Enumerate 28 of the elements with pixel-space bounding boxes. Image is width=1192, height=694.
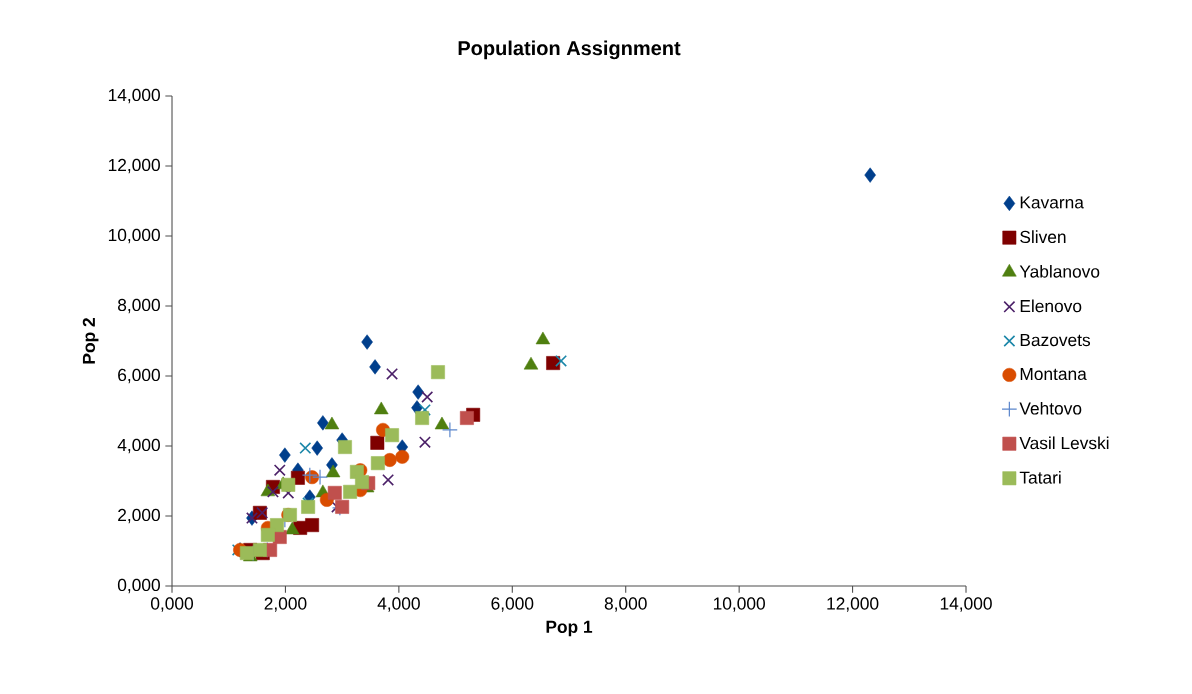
x-tick-label: 0,000 bbox=[150, 597, 194, 612]
y-tick-label: 4,000 bbox=[117, 438, 160, 454]
legend-label: Vasil Levski bbox=[1019, 436, 1109, 450]
y-tick-label: 12,000 bbox=[108, 158, 160, 174]
x-tick-label: 4,000 bbox=[377, 597, 420, 612]
chart-title: Population Assignment bbox=[458, 40, 681, 60]
y-tick-label: 0,000 bbox=[117, 578, 160, 594]
x-tick-label: 12,000 bbox=[827, 597, 879, 612]
legend-label: Kavarna bbox=[1020, 196, 1084, 209]
legend-label: Bazovets bbox=[1020, 334, 1091, 347]
y-tick-label: 14,000 bbox=[108, 88, 160, 104]
legend-label: Sliven bbox=[1020, 230, 1066, 244]
x-axis-title: Pop 1 bbox=[546, 620, 593, 637]
y-tick-label: 2,000 bbox=[118, 508, 160, 524]
legend-label: Vehtovo bbox=[1019, 401, 1082, 415]
y-tick-label: 6,000 bbox=[118, 368, 160, 384]
x-tick-label: 6,000 bbox=[491, 597, 534, 612]
x-tick-label: 2,000 bbox=[264, 597, 307, 612]
legend-label: Elenovo bbox=[1020, 299, 1082, 313]
legend-label: Montana bbox=[1020, 367, 1087, 381]
x-tick-label: 8,000 bbox=[604, 597, 647, 612]
y-axis-title: Pop 2 bbox=[82, 318, 99, 364]
legend-label: Yablanovo bbox=[1019, 264, 1100, 278]
y-tick-label: 10,000 bbox=[108, 228, 160, 244]
y-tick-label: 8,000 bbox=[118, 298, 160, 314]
legend-label: Tatari bbox=[1019, 471, 1061, 484]
x-tick-label: 14,000 bbox=[940, 597, 992, 612]
x-tick-label: 10,000 bbox=[713, 597, 765, 612]
